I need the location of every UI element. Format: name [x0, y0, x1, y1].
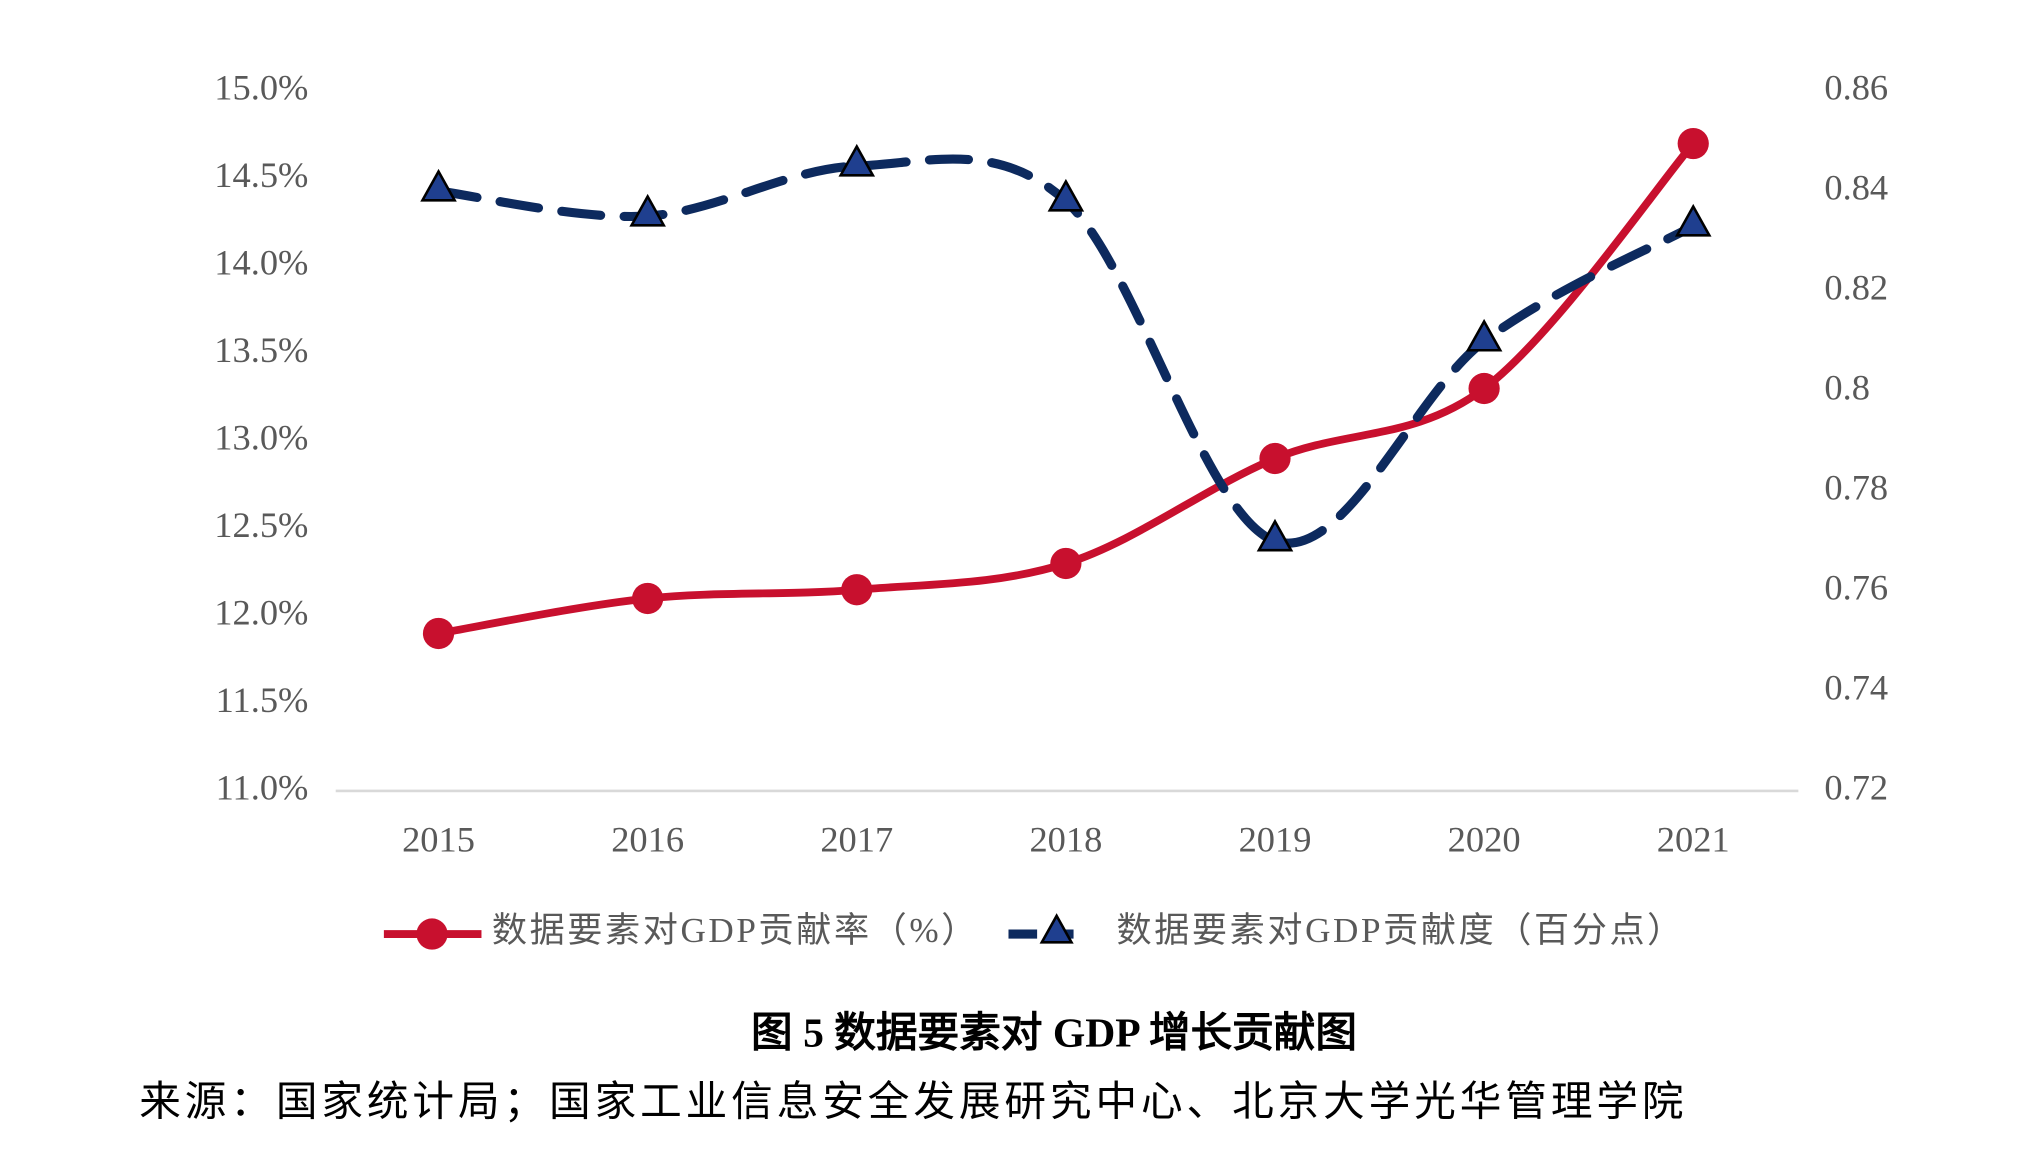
y-tick-label: 12.5% — [214, 505, 308, 545]
circle-marker — [841, 574, 873, 606]
y2-tick-label: 0.86 — [1824, 67, 1888, 107]
circle-marker — [1677, 127, 1709, 160]
y2-tick-label: 0.82 — [1824, 267, 1888, 307]
triangle-marker — [1465, 318, 1503, 352]
y2-tick-label: 0.76 — [1824, 567, 1888, 607]
series-line — [433, 154, 1698, 548]
y2-tick-label: 0.74 — [1824, 667, 1888, 707]
triangle-marker — [1047, 178, 1085, 212]
triangle-marker — [629, 193, 666, 227]
y2-tick-label: 0.72 — [1824, 767, 1888, 807]
y-tick-label: 14.0% — [214, 242, 308, 282]
triangle-marker — [1674, 203, 1712, 237]
triangle-marker — [838, 143, 876, 177]
y-tick-label: 11.5% — [216, 680, 309, 720]
legend-marker — [416, 918, 448, 950]
circle-marker — [632, 582, 664, 615]
chart-title: 图 5 数据要素对 GDP 增长贡献图 — [751, 1009, 1357, 1056]
x-tick-label: 2015 — [402, 819, 475, 859]
y-tick-label: 11.0% — [216, 767, 309, 807]
y-tick-label: 13.5% — [214, 330, 308, 370]
circle-marker — [1259, 442, 1291, 475]
circle-marker — [1468, 372, 1500, 405]
legend-marker — [1039, 913, 1074, 944]
y-tick-label: 13.0% — [214, 417, 308, 457]
triangle-marker — [1256, 518, 1294, 552]
source-note: 来源：国家统计局；国家工业信息安全发展研究中心、北京大学光华管理学院 — [139, 1078, 1687, 1125]
x-tick-label: 2019 — [1239, 819, 1312, 859]
x-tick-label: 2017 — [820, 819, 893, 859]
y2-tick-label: 0.84 — [1824, 167, 1888, 207]
x-tick-label: 2016 — [611, 819, 684, 859]
y2-tick-label: 0.78 — [1824, 467, 1888, 507]
y2-tick-label: 0.8 — [1824, 367, 1870, 407]
y-tick-label: 14.5% — [214, 155, 308, 195]
x-tick-label: 2021 — [1657, 819, 1730, 859]
y-tick-label: 15.0% — [214, 67, 308, 107]
circle-marker — [1050, 547, 1082, 580]
y-tick-label: 12.0% — [214, 592, 308, 632]
circle-marker — [422, 617, 455, 650]
triangle-marker — [420, 168, 457, 202]
legend-label: 数据要素对GDP贡献率（%） — [492, 911, 979, 950]
x-tick-label: 2020 — [1448, 819, 1521, 859]
legend-label: 数据要素对GDP贡献度（百分点） — [1117, 911, 1685, 950]
x-tick-label: 2018 — [1029, 819, 1102, 859]
